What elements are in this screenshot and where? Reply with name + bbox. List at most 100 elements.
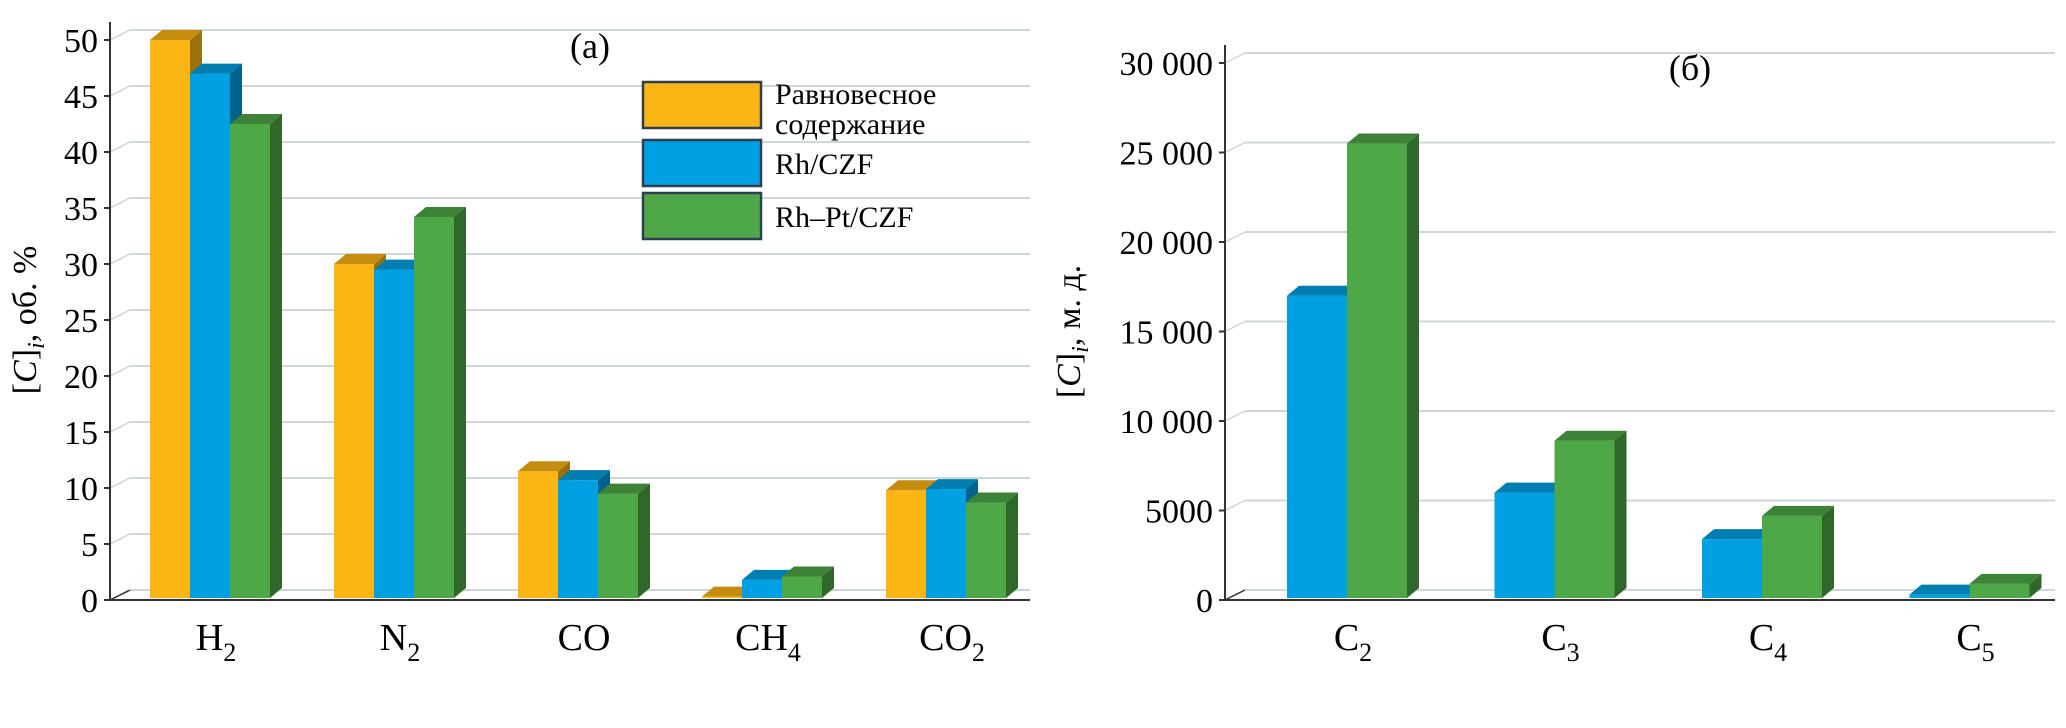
bar-0-4-2-front	[966, 502, 1006, 598]
y-axis-title: [C]i, об. %	[7, 246, 50, 395]
bar-1-0-1	[1347, 133, 1419, 599]
bar-0-0-1	[190, 63, 242, 599]
bar-1-2-1-top	[1762, 505, 1834, 516]
legend-swatch-2	[641, 191, 763, 241]
y-tick-label-2: 10 000	[1120, 404, 1214, 441]
bar-0-1-1-front	[374, 269, 414, 598]
bar-0-3-1-front	[742, 579, 782, 598]
bar-0-4-0-front	[886, 490, 926, 598]
y-tick-label-6: 30 000	[1120, 46, 1214, 83]
x-tick-label-3: C5	[1956, 617, 1994, 667]
bar-0-0-0-front	[150, 40, 190, 598]
bar-0-0-2-top	[230, 114, 282, 124]
x-tick-label-2: C4	[1749, 617, 1787, 667]
bar-0-1-2-front	[414, 216, 454, 598]
bar-0-0-0-top	[150, 30, 202, 40]
floor-edge	[1224, 589, 1246, 601]
bar-0-1-0-top	[334, 254, 386, 264]
x-tick-label-4: CO2	[919, 617, 985, 667]
legend-label-2: Rh–Pt/CZF	[775, 201, 913, 234]
panel-label: (a)	[570, 26, 610, 66]
bar-1-0-1-top	[1347, 133, 1419, 144]
gridline-diag-7	[109, 197, 131, 209]
bar-0-2-2-side	[638, 483, 650, 598]
bar-1-1-1-front	[1554, 440, 1615, 598]
legend-label-0-line2: содержание	[775, 108, 926, 141]
legend-swatch-1	[641, 138, 763, 188]
bar-1-1-1-side	[1614, 430, 1627, 598]
bar-1-2-0-front	[1702, 539, 1762, 598]
bar-0-1-1-top	[374, 259, 426, 270]
bar-0-4-0-top	[886, 480, 938, 491]
y-tick-label-0: 0	[1196, 583, 1213, 620]
bar-1-3-0-front	[1909, 594, 1970, 598]
gridline-diag-5	[1224, 141, 1246, 154]
bar-0-0-1-front	[190, 73, 230, 599]
chart-panel-0: 0 5 10 15 20 25 30 35 40 45 50 [C]i, об. % (a) H2 N2 CO…	[7, 22, 1030, 667]
y-tick-label-5: 25	[64, 303, 98, 340]
bar-1-2-1	[1762, 505, 1834, 598]
gridline-diag-10	[109, 29, 131, 41]
bar-0-2-0-top	[518, 461, 570, 472]
bar-0-2-2-front	[598, 493, 638, 598]
bar-0-1-2-top	[414, 206, 466, 217]
bar-0-4-1-top	[926, 479, 978, 490]
y-tick-label-4: 20	[64, 359, 98, 396]
bar-0-1-2-side	[454, 206, 466, 598]
y-tick-label-4: 20 000	[1120, 225, 1214, 262]
bar-0-1-0-front	[334, 264, 374, 598]
bar-1-3-1-top	[1969, 573, 2042, 584]
legend-swatch-0	[641, 80, 763, 130]
gridline-diag-3	[1224, 320, 1246, 333]
gridline-diag-1	[1224, 499, 1246, 512]
x-tick-label-3: CH4	[735, 617, 801, 667]
y-tick-label-9: 45	[64, 79, 98, 116]
bar-1-1-0-front	[1494, 492, 1555, 598]
bar-0-0-2-side	[270, 114, 282, 598]
y-tick-label-6: 30	[64, 247, 98, 284]
y-axis-title: [C]i, м. д.	[1051, 265, 1094, 398]
gridline-diag-4	[1224, 231, 1246, 243]
gridline-diag-2	[109, 477, 131, 489]
y-tick-label-2: 10	[64, 471, 98, 508]
bar-0-2-2	[598, 483, 650, 598]
legend-label-0: Равновесное	[775, 78, 936, 111]
legend-label-1: Rh/CZF	[775, 148, 873, 181]
bar-1-3-1-front	[1969, 583, 2030, 598]
bar-0-2-1-front	[558, 480, 598, 598]
bar-1-0-0-top	[1287, 285, 1359, 296]
bar-0-2-2-top	[598, 483, 650, 494]
bar-1-3-1	[1969, 573, 2042, 598]
bar-0-0-2	[230, 114, 282, 598]
bar-0-3-0-front	[702, 596, 742, 598]
x-tick-label-1: N2	[380, 617, 420, 667]
bar-0-3-1-top	[742, 569, 794, 580]
y-tick-label-5: 25 000	[1120, 136, 1214, 173]
x-tick-label-2: CO	[558, 617, 611, 659]
bar-1-3-1-side	[2029, 573, 2042, 598]
bar-1-1-1	[1554, 430, 1627, 598]
gridline-diag-9	[109, 85, 131, 97]
y-tick-label-7: 35	[64, 191, 98, 228]
bar-0-3-2-top	[782, 566, 834, 577]
gridline-diag-6	[1224, 52, 1246, 64]
x-tick-label-0: H2	[196, 617, 236, 667]
bar-1-1-1-top	[1554, 430, 1627, 441]
floor-edge	[109, 589, 131, 601]
bar-1-0-1-side	[1407, 133, 1419, 599]
gridline-diag-1	[109, 533, 131, 545]
gridline-diag-4	[109, 365, 131, 377]
bar-1-1-0-top	[1494, 482, 1567, 493]
gridline-diag-6	[109, 253, 131, 265]
y-tick-label-3: 15 000	[1120, 315, 1214, 352]
bar-0-3-2	[782, 566, 834, 598]
bar-0-3-2-side	[822, 566, 834, 598]
gridline-diag-5	[109, 309, 131, 321]
bar-0-0-2-front	[230, 124, 270, 598]
bar-1-3-0-top	[1909, 584, 1982, 595]
bar-1-2-1-front	[1762, 515, 1822, 598]
y-tick-label-3: 15	[64, 415, 98, 452]
bar-0-4-1-front	[926, 489, 966, 598]
